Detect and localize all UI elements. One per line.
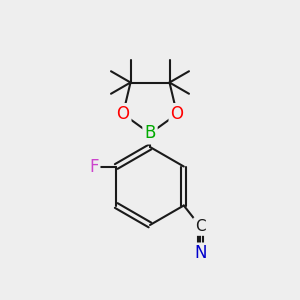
Text: F: F — [89, 158, 98, 175]
Text: O: O — [116, 105, 130, 123]
Text: N: N — [194, 244, 206, 262]
Text: O: O — [170, 105, 184, 123]
Text: B: B — [144, 124, 156, 142]
Text: C: C — [195, 219, 206, 234]
